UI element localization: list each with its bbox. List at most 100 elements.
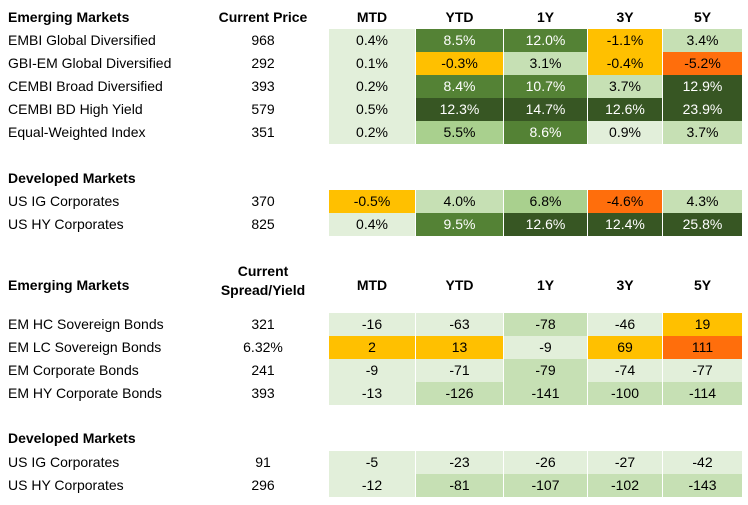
value-cell-1y: 8.6% [504, 121, 587, 144]
value-cell-ytd: -81 [416, 474, 503, 497]
value-cell-mtd: 0.2% [329, 121, 415, 144]
value-cell-5y: 3.4% [663, 29, 742, 52]
table2-spread-header: Current Spread/Yield [213, 262, 313, 304]
row-name: Equal-Weighted Index [8, 124, 146, 140]
row-spread: 393 [251, 385, 275, 401]
value-cell-5y: -114 [663, 382, 742, 405]
value-cell-5y: 23.9% [663, 98, 742, 121]
row-spread: 91 [255, 454, 271, 470]
value-cell-5y: 25.8% [663, 213, 742, 236]
table2-col-ytd: YTD [445, 277, 474, 293]
value-cell-5y: 19 [663, 313, 742, 336]
row-price: 579 [251, 101, 275, 117]
value-cell-ytd: 9.5% [416, 213, 503, 236]
value-cell-1y: 10.7% [504, 75, 587, 98]
table-row: EM LC Sovereign Bonds 6.32% 2 13 -9 69 1… [0, 336, 748, 359]
table2-col-mtd: MTD [356, 277, 388, 293]
value-cell-3y: -1.1% [588, 29, 662, 52]
value-cell-ytd: 8.5% [416, 29, 503, 52]
row-name: US IG Corporates [8, 454, 120, 470]
value-cell-mtd: 0.1% [329, 52, 415, 75]
table1-subsection-title: Developed Markets [8, 170, 136, 186]
row-price: 393 [251, 78, 275, 94]
row-price: 292 [251, 55, 275, 71]
value-cell-3y: -4.6% [588, 190, 662, 213]
value-cell-mtd: -12 [329, 474, 415, 497]
row-name: EMBI Global Diversified [8, 32, 156, 48]
table2-spread-header-line1: Current [237, 263, 289, 279]
row-price: 370 [251, 193, 275, 209]
table-row: Equal-Weighted Index 351 0.2% 5.5% 8.6% … [0, 121, 748, 144]
table-row: EM HC Sovereign Bonds 321 -16 -63 -78 -4… [0, 313, 748, 336]
value-cell-5y: 111 [663, 336, 742, 359]
value-cell-ytd: -71 [416, 359, 503, 382]
row-name: EM HY Corporate Bonds [8, 385, 162, 401]
table1-col-3y: 3Y [616, 9, 634, 25]
value-cell-mtd: -9 [329, 359, 415, 382]
value-cell-3y: -102 [588, 474, 662, 497]
value-cell-3y: 3.7% [588, 75, 662, 98]
table-row: GBI-EM Global Diversified 292 0.1% -0.3%… [0, 52, 748, 75]
row-name: US HY Corporates [8, 477, 124, 493]
value-cell-5y: -143 [663, 474, 742, 497]
table-row: US IG Corporates 91 -5 -23 -26 -27 -42 [0, 451, 748, 474]
value-cell-3y: 0.9% [588, 121, 662, 144]
row-name: EM LC Sovereign Bonds [8, 339, 162, 355]
table1-price-header: Current Price [218, 9, 308, 25]
value-cell-3y: -46 [588, 313, 662, 336]
row-price: 968 [251, 32, 275, 48]
value-cell-1y: -141 [504, 382, 587, 405]
value-cell-1y: 14.7% [504, 98, 587, 121]
row-spread: 6.32% [243, 339, 283, 355]
value-cell-mtd: -5 [329, 451, 415, 474]
table2-col-1y: 1Y [536, 277, 555, 293]
table2-subsection-title: Developed Markets [8, 430, 136, 446]
table1-col-mtd: MTD [356, 9, 388, 25]
value-cell-1y: -78 [504, 313, 587, 336]
table2-title: Emerging Markets [8, 277, 130, 293]
table1-header-row: Emerging Markets Current Price MTD YTD 1… [0, 6, 748, 29]
table1-col-1y: 1Y [536, 9, 555, 25]
value-cell-5y: -5.2% [663, 52, 742, 75]
value-cell-3y: -27 [588, 451, 662, 474]
table-row: US HY Corporates 825 0.4% 9.5% 12.6% 12.… [0, 213, 748, 236]
table2-spread-header-line2: Spread/Yield [220, 282, 306, 298]
value-cell-ytd: 13 [416, 336, 503, 359]
value-cell-ytd: -23 [416, 451, 503, 474]
table1-col-ytd: YTD [445, 9, 474, 25]
value-cell-3y: -0.4% [588, 52, 662, 75]
value-cell-3y: -74 [588, 359, 662, 382]
row-spread: 321 [251, 316, 275, 332]
table-row: CEMBI BD High Yield 579 0.5% 12.3% 14.7%… [0, 98, 748, 121]
table1-title: Emerging Markets [8, 9, 130, 25]
row-price: 351 [251, 124, 275, 140]
row-name: US HY Corporates [8, 216, 124, 232]
value-cell-ytd: -0.3% [416, 52, 503, 75]
value-cell-mtd: 0.4% [329, 29, 415, 52]
value-cell-ytd: 4.0% [416, 190, 503, 213]
section-header-row: Developed Markets [0, 167, 748, 190]
table1-col-5y: 5Y [693, 9, 712, 25]
value-cell-mtd: -16 [329, 313, 415, 336]
value-cell-mtd: 2 [329, 336, 415, 359]
row-name: GBI-EM Global Diversified [8, 55, 172, 71]
row-spread: 241 [251, 362, 275, 378]
value-cell-ytd: 8.4% [416, 75, 503, 98]
value-cell-1y: -26 [504, 451, 587, 474]
value-cell-mtd: -13 [329, 382, 415, 405]
table-row: CEMBI Broad Diversified 393 0.2% 8.4% 10… [0, 75, 748, 98]
value-cell-mtd: 0.5% [329, 98, 415, 121]
row-name: CEMBI Broad Diversified [8, 78, 163, 94]
row-name: US IG Corporates [8, 193, 120, 209]
value-cell-1y: 12.0% [504, 29, 587, 52]
value-cell-5y: 3.7% [663, 121, 742, 144]
table2-header-row: Emerging Markets Current Spread/Yield MT… [0, 262, 748, 306]
value-cell-5y: -42 [663, 451, 742, 474]
table-row: EM HY Corporate Bonds 393 -13 -126 -141 … [0, 382, 748, 405]
value-cell-mtd: 0.4% [329, 213, 415, 236]
value-cell-1y: -9 [504, 336, 587, 359]
value-cell-3y: 12.4% [588, 213, 662, 236]
value-cell-ytd: 5.5% [416, 121, 503, 144]
table-row: EM Corporate Bonds 241 -9 -71 -79 -74 -7… [0, 359, 748, 382]
value-cell-mtd: -0.5% [329, 190, 415, 213]
